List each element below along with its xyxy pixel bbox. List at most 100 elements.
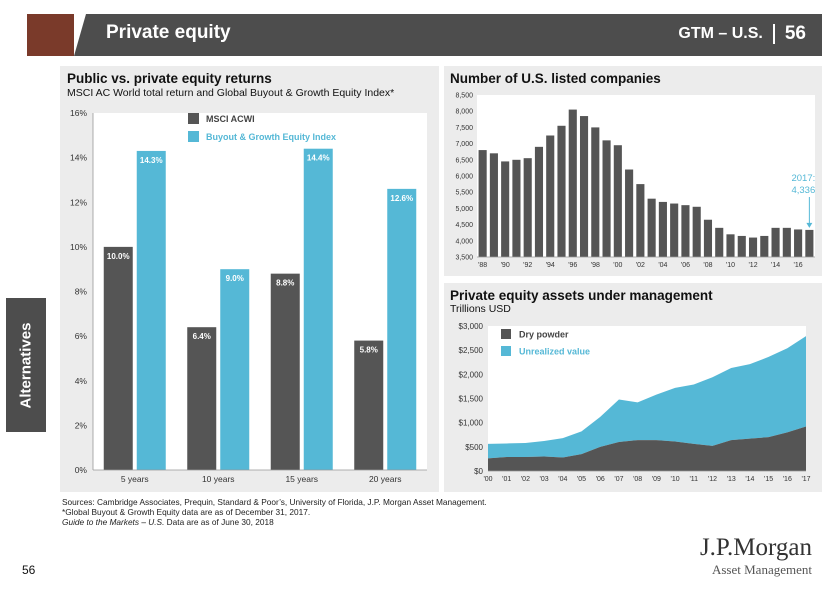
x-tick-label: '04 [658, 262, 667, 269]
bar-data-label: 12.6% [390, 194, 413, 203]
annotation-arrow-head [806, 222, 813, 228]
aum-title: Private equity assets under management [450, 288, 713, 303]
y-tick-label: 4,500 [455, 222, 473, 229]
bar [602, 140, 611, 257]
page-title: Private equity [106, 22, 231, 43]
bar-data-label: 9.0% [226, 274, 244, 283]
header-page-number: 56 [784, 23, 806, 44]
side-tab: Alternatives [6, 298, 46, 432]
sources-text: Sources: Cambridge Associates, Prequin, … [62, 497, 487, 507]
bar [647, 198, 656, 257]
bar [478, 150, 487, 257]
x-tick-label: '12 [748, 262, 757, 269]
x-tick-label: '13 [727, 476, 736, 483]
bar [737, 235, 746, 257]
x-tick-label: '08 [703, 262, 712, 269]
bar [187, 327, 217, 470]
x-tick-label: '10 [726, 262, 735, 269]
legend-label: Buyout & Growth Equity Index [206, 132, 336, 142]
bar-data-label: 6.4% [193, 332, 211, 341]
x-tick-label: '06 [681, 262, 690, 269]
y-tick-label: 3,500 [455, 255, 473, 262]
y-tick-label: 6,000 [455, 174, 473, 181]
x-tick-label: '17 [801, 476, 810, 483]
x-tick-label: '04 [558, 476, 567, 483]
asset-management-label: Asset Management [711, 562, 812, 577]
bar [501, 161, 510, 257]
y-tick-label: 12% [70, 197, 87, 207]
guide-text: Guide to the Markets – U.S. Data are as … [62, 517, 274, 527]
bar [658, 201, 667, 257]
x-tick-label: '03 [540, 476, 549, 483]
x-tick-label: '01 [502, 476, 511, 483]
y-tick-label: 5,000 [455, 206, 473, 213]
y-tick-label: $1,500 [459, 395, 484, 404]
bar [579, 116, 589, 257]
returns-title: Public vs. private equity returns [67, 71, 272, 86]
bar [546, 135, 555, 257]
returns-subtitle: MSCI AC World total return and Global Bu… [67, 87, 395, 99]
bar [523, 158, 532, 257]
footer-page-number: 56 [22, 563, 36, 577]
x-tick-label: '09 [652, 476, 661, 483]
guide-date: Data are as of June 30, 2018 [164, 517, 274, 527]
annotation-year: 2017: [791, 173, 815, 184]
bar [636, 184, 645, 257]
y-tick-label: 8,000 [455, 109, 473, 116]
x-tick-label: 15 years [285, 474, 318, 484]
x-tick-label: '14 [745, 476, 754, 483]
x-tick-label: '16 [794, 262, 803, 269]
x-tick-label: '90 [501, 262, 510, 269]
bar [270, 273, 300, 470]
y-tick-label: 5,500 [455, 190, 473, 197]
footnote-text: *Global Buyout & Growth Equity data are … [62, 507, 311, 517]
y-tick-label: 8% [75, 287, 88, 297]
x-tick-label: '14 [771, 262, 780, 269]
bar-data-label: 14.3% [140, 156, 163, 165]
x-tick-label: '92 [523, 262, 532, 269]
guide-title: Guide to the Markets – U.S. [62, 517, 165, 527]
jpmorgan-logo: J.P.Morgan [699, 534, 812, 561]
x-tick-label: 20 years [369, 474, 402, 484]
x-tick-label: '96 [568, 262, 577, 269]
bar [681, 205, 690, 257]
bar [613, 145, 622, 257]
aum-panel: Private equity assets under management T… [444, 283, 822, 492]
y-tick-label: $3,000 [459, 322, 484, 331]
side-tab-label: Alternatives [17, 322, 35, 408]
aum-chart: $0 $500 $1,000 $1,500 $2,000 $2,500 $3,000 '00 '… [459, 322, 811, 483]
legend-swatch [501, 346, 511, 356]
bar [136, 150, 166, 470]
bar [670, 203, 679, 257]
bar-data-label: 8.8% [276, 279, 294, 288]
bar [220, 269, 250, 470]
y-tick-label: 7,000 [455, 141, 473, 148]
y-tick-label: 0% [75, 465, 88, 475]
area-dry-powder [488, 426, 806, 471]
bar [760, 235, 769, 257]
bar [715, 227, 724, 257]
x-tick-label: '02 [521, 476, 530, 483]
header-divider [772, 24, 775, 44]
y-tick-label: $2,500 [459, 346, 484, 355]
y-tick-label: 16% [70, 108, 87, 118]
y-tick-label: 7,500 [455, 125, 473, 132]
header-bar [74, 14, 822, 56]
y-tick-label: $2,000 [459, 370, 484, 379]
x-tick-label: '12 [708, 476, 717, 483]
y-tick-label: 10% [70, 242, 87, 252]
bar-data-label: 5.8% [360, 346, 378, 355]
listed-companies-panel: Number of U.S. listed companies 3,500 4,0… [444, 66, 822, 276]
x-tick-label: '10 [670, 476, 679, 483]
x-tick-label: '08 [633, 476, 642, 483]
bar [354, 340, 384, 470]
legend-swatch [501, 329, 511, 339]
bar [103, 246, 133, 470]
y-tick-label: 4% [75, 376, 88, 386]
bar [692, 206, 701, 257]
bar [303, 148, 333, 470]
x-tick-label: '94 [546, 262, 555, 269]
legend-label: Dry powder [519, 330, 569, 340]
bar [489, 153, 498, 257]
legend-label: Unrealized value [519, 347, 590, 357]
